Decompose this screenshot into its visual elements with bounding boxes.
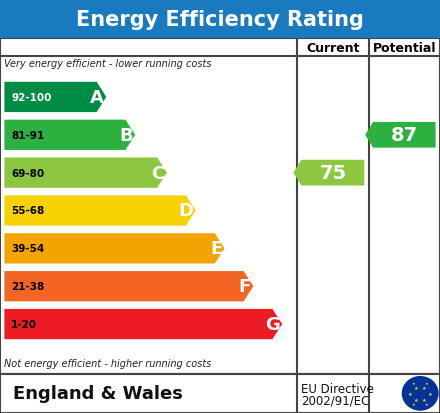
Polygon shape (4, 271, 253, 301)
Text: D: D (179, 202, 194, 220)
Polygon shape (4, 196, 196, 226)
Polygon shape (4, 309, 282, 339)
Text: Current: Current (306, 42, 359, 55)
Text: ★: ★ (408, 391, 412, 396)
Polygon shape (4, 158, 167, 188)
Text: Potential: Potential (373, 42, 436, 55)
Text: 75: 75 (320, 164, 347, 183)
Polygon shape (293, 160, 364, 186)
Text: 39-54: 39-54 (11, 244, 44, 254)
Text: England & Wales: England & Wales (13, 385, 183, 402)
Text: 87: 87 (391, 126, 418, 145)
Text: 2002/91/EC: 2002/91/EC (301, 394, 370, 406)
Text: G: G (265, 315, 280, 333)
Bar (0, 39, 440, 374)
Circle shape (402, 376, 439, 411)
Text: Not energy efficient - higher running costs: Not energy efficient - higher running co… (4, 358, 212, 368)
Text: ★: ★ (425, 402, 429, 406)
Text: 55-68: 55-68 (11, 206, 44, 216)
Text: B: B (119, 126, 133, 145)
Text: 81-91: 81-91 (11, 131, 44, 140)
Text: Very energy efficient - lower running costs: Very energy efficient - lower running co… (4, 59, 212, 69)
Polygon shape (365, 123, 436, 148)
Text: C: C (151, 164, 165, 182)
Text: E: E (210, 240, 222, 258)
Text: ★: ★ (425, 381, 429, 385)
Polygon shape (4, 120, 135, 151)
Text: 92-100: 92-100 (11, 93, 51, 103)
Polygon shape (4, 234, 224, 264)
Polygon shape (4, 83, 106, 113)
Text: ★: ★ (412, 402, 416, 406)
Text: A: A (90, 89, 104, 107)
Bar (0, 0, 440, 39)
Bar (0, 374, 440, 413)
Text: Energy Efficiency Rating: Energy Efficiency Rating (76, 10, 364, 30)
Text: ★: ★ (428, 391, 433, 396)
Text: 21-38: 21-38 (11, 282, 44, 292)
Text: 69-80: 69-80 (11, 168, 44, 178)
Text: ★: ★ (412, 381, 416, 385)
Text: 1-20: 1-20 (11, 319, 37, 329)
Text: EU Directive: EU Directive (301, 382, 374, 395)
Text: F: F (239, 278, 251, 295)
Text: ★  ★: ★ ★ (414, 385, 426, 390)
Text: ★  ★: ★ ★ (414, 397, 426, 402)
